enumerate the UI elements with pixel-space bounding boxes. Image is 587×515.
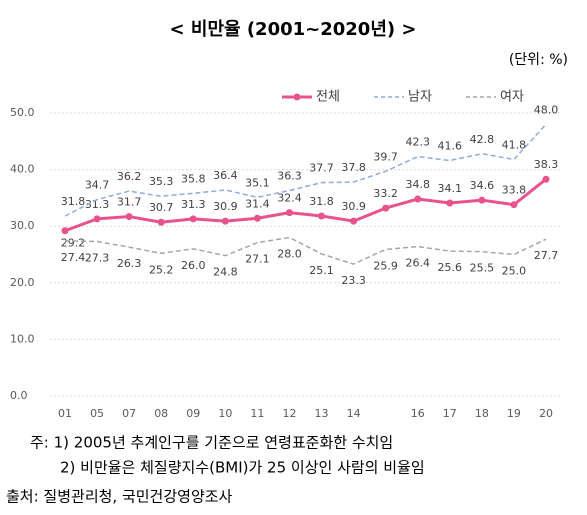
data-label: 34.7 xyxy=(85,179,110,192)
data-label: 48.0 xyxy=(534,103,559,116)
data-label: 23.3 xyxy=(341,274,366,287)
unit-label: (단위: %) xyxy=(509,52,568,68)
data-label: 31.3 xyxy=(85,198,110,211)
data-label: 35.8 xyxy=(181,172,206,185)
data-label: 32.4 xyxy=(277,192,302,205)
data-label: 30.9 xyxy=(341,200,366,213)
legend-marker xyxy=(293,93,301,101)
point xyxy=(414,195,422,203)
x-tick-label: 05 xyxy=(90,407,104,420)
x-tick-label: 13 xyxy=(315,407,329,420)
data-label: 42.3 xyxy=(405,136,430,149)
point xyxy=(285,209,293,217)
y-tick-label: 40.0 xyxy=(10,163,35,176)
point xyxy=(221,217,229,225)
point xyxy=(318,212,326,220)
point xyxy=(93,215,101,223)
data-label: 39.7 xyxy=(373,150,398,163)
data-label: 35.3 xyxy=(149,175,174,188)
point xyxy=(542,175,550,183)
data-label: 41.8 xyxy=(502,138,527,151)
data-label: 33.8 xyxy=(502,184,527,197)
x-tick-label: 01 xyxy=(58,407,72,420)
data-label: 41.6 xyxy=(438,140,463,153)
y-tick-label: 20.0 xyxy=(10,276,35,289)
x-tick-label: 17 xyxy=(443,407,457,420)
data-label: 33.2 xyxy=(373,187,398,200)
data-label: 26.4 xyxy=(405,257,430,270)
data-label: 31.8 xyxy=(309,195,334,208)
data-label: 25.2 xyxy=(149,263,174,276)
data-label: 31.8 xyxy=(61,195,86,208)
data-label: 27.7 xyxy=(534,249,559,262)
data-label: 36.3 xyxy=(277,170,302,183)
data-label: 25.6 xyxy=(438,261,463,274)
y-tick-label: 10.0 xyxy=(10,332,35,345)
point xyxy=(478,196,486,204)
source: 출처: 질병관리청, 국민건강영양조사 xyxy=(6,488,233,506)
data-label: 25.9 xyxy=(373,259,398,272)
y-tick-label: 0.0 xyxy=(10,389,28,402)
chart-title: < 비만율 (2001~2020년) > xyxy=(170,19,417,40)
y-tick-label: 30.0 xyxy=(10,219,35,232)
point xyxy=(510,201,518,209)
data-label: 37.8 xyxy=(341,161,366,174)
data-label: 34.8 xyxy=(405,178,430,191)
data-label: 36.2 xyxy=(117,170,142,183)
x-tick-label: 12 xyxy=(282,407,296,420)
data-label: 24.8 xyxy=(213,266,238,279)
data-label: 25.5 xyxy=(470,262,495,275)
data-label: 26.0 xyxy=(181,259,206,272)
legend-label: 남자 xyxy=(408,90,432,105)
note: 2) 비만율은 체질량지수(BMI)가 25 이상인 사람의 비율임 xyxy=(60,459,425,477)
data-label: 27.4 xyxy=(61,251,86,264)
data-label: 27.1 xyxy=(245,253,270,266)
x-tick-label: 14 xyxy=(347,407,361,420)
data-label: 26.3 xyxy=(117,257,142,270)
y-tick-label: 50.0 xyxy=(10,106,35,119)
point xyxy=(125,213,133,221)
data-label: 25.1 xyxy=(309,264,334,277)
point xyxy=(189,215,197,223)
data-label: 42.8 xyxy=(470,133,495,146)
point xyxy=(157,218,165,226)
x-tick-label: 08 xyxy=(154,407,168,420)
x-tick-label: 11 xyxy=(250,407,264,420)
data-label: 34.6 xyxy=(470,179,495,192)
x-tick-label: 19 xyxy=(507,407,521,420)
data-label: 38.3 xyxy=(534,158,559,171)
point xyxy=(253,214,261,222)
data-label: 31.3 xyxy=(181,198,206,211)
data-label: 31.7 xyxy=(117,196,142,209)
series-line xyxy=(64,236,547,265)
x-tick-label: 09 xyxy=(186,407,200,420)
data-label: 27.3 xyxy=(85,251,110,264)
series-line xyxy=(64,178,547,233)
data-label: 37.7 xyxy=(309,162,334,175)
series-line xyxy=(64,123,547,217)
point xyxy=(61,227,69,235)
data-label: 34.1 xyxy=(438,182,463,195)
data-label: 30.7 xyxy=(149,201,174,214)
x-tick-label: 16 xyxy=(411,407,425,420)
point xyxy=(382,204,390,212)
data-label: 31.4 xyxy=(245,197,270,210)
point xyxy=(350,217,358,225)
data-label: 35.1 xyxy=(245,176,270,189)
data-label: 30.9 xyxy=(213,200,238,213)
data-label: 28.0 xyxy=(277,248,302,261)
data-label: 25.0 xyxy=(502,265,527,278)
legend-label: 전체 xyxy=(316,90,340,105)
data-label: 29.2 xyxy=(61,237,86,250)
note: 주: 1) 2005년 추계인구를 기준으로 연령표준화한 수치임 xyxy=(30,434,393,452)
point xyxy=(446,199,454,207)
x-tick-label: 07 xyxy=(122,407,136,420)
data-label: 36.4 xyxy=(213,169,238,182)
legend-label: 여자 xyxy=(500,90,524,105)
x-tick-label: 18 xyxy=(475,407,489,420)
x-tick-label: 10 xyxy=(218,407,232,420)
x-tick-label: 20 xyxy=(539,407,553,420)
